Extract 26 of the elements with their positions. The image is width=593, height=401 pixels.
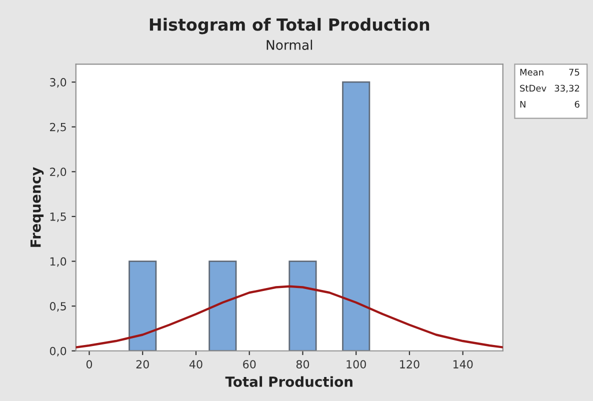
y-tick-label: 1,5	[50, 212, 66, 222]
text: StDev	[520, 84, 546, 92]
x-tick-label: 0	[86, 360, 92, 369]
text: 6	[574, 100, 580, 108]
text: 33,32	[554, 84, 580, 93]
y-tick-label: 2,0	[50, 168, 66, 178]
x-tick-label: 140	[453, 360, 473, 369]
x-axis-title: Total Production	[225, 376, 352, 387]
y-tick-label: 0,5	[50, 302, 66, 312]
y-tick-label: 2,5	[50, 122, 66, 132]
x-tick-label: 40	[189, 360, 202, 369]
x-tick-label: 80	[296, 360, 310, 369]
y-tick-label: 3,0	[50, 78, 66, 88]
x-tick-label: 60	[243, 360, 256, 369]
line-series	[76, 285, 503, 348]
y-axis-title: Frequency	[30, 167, 44, 247]
y-tick-label: 0,0	[50, 346, 66, 356]
text: N	[520, 100, 526, 108]
x-tick-label: 120	[400, 360, 420, 369]
y-tick-label: 1,0	[50, 257, 66, 267]
x-tick-label: 20	[136, 360, 149, 369]
text: 75	[569, 68, 580, 76]
x-tick-label: 100	[346, 360, 366, 369]
text: Mean	[520, 68, 544, 76]
chart-subtitle: Normal	[266, 40, 312, 50]
chart-title: Histogram of Total Production	[150, 18, 430, 34]
